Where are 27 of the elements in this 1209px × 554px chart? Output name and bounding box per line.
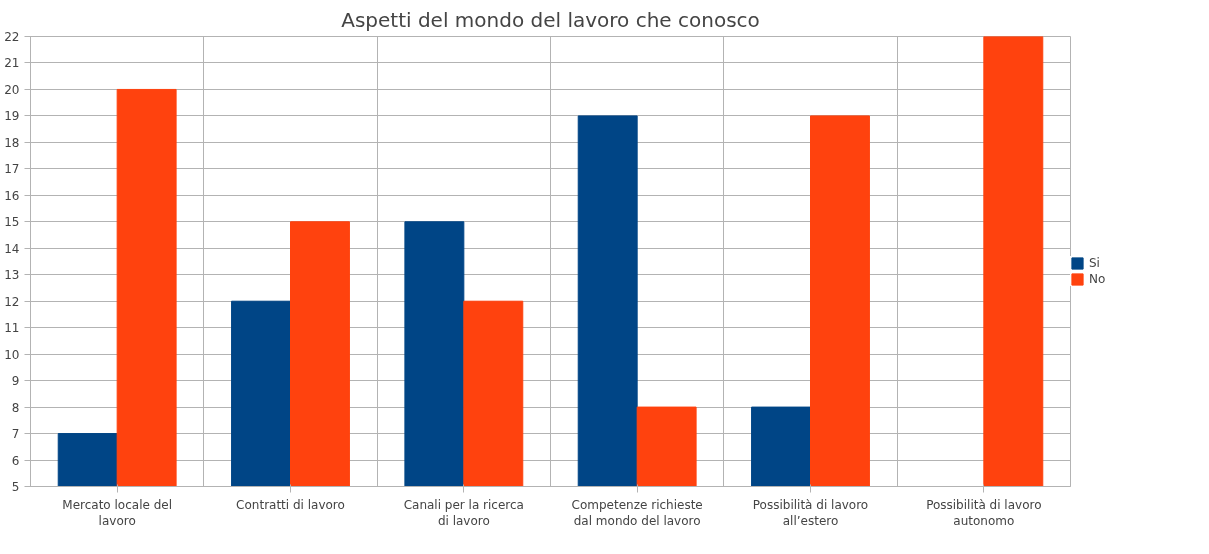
legend-label: No [1089,272,1107,286]
y-tick-label: 7 [11,427,20,442]
x-tick-label: Possibilità di lavoro all’estero [752,497,869,529]
y-tick-label: 22 [4,30,20,44]
y-tick-label: 19 [4,109,20,124]
y-tick-label: 10 [4,347,20,362]
x-tick-label: Possibilità di lavoro autonomo [926,497,1042,529]
x-tick-label: Mercato locale del lavoro [62,497,173,529]
y-tick-label: 14 [4,241,20,256]
x-tick-label: Canali per la ricerca di lavoro [403,497,524,529]
y-tick-label: 20 [4,82,20,97]
y-tick-label: 13 [4,268,20,283]
y-tick-label: 6 [11,453,20,468]
y-tick-label: 11 [4,321,20,336]
y-tick-label: 5 [11,480,20,494]
legend-label: Si [1089,256,1101,270]
y-tick-label: 16 [4,188,20,203]
y-tick-label: 18 [4,135,20,150]
y-tick-label: 21 [4,56,20,71]
y-tick-label: 12 [4,294,20,309]
y-tick-label: 9 [11,374,20,389]
y-tick-label: 15 [4,215,20,230]
y-tick-label: 8 [11,400,20,415]
chart-title: Aspetti del mondo del lavoro che conosco [341,7,760,32]
x-tick-label: Competenze richieste dal mondo del lavoro [571,497,703,529]
x-tick-label: Contratti di lavoro [236,497,345,512]
y-tick-label: 17 [4,162,20,177]
